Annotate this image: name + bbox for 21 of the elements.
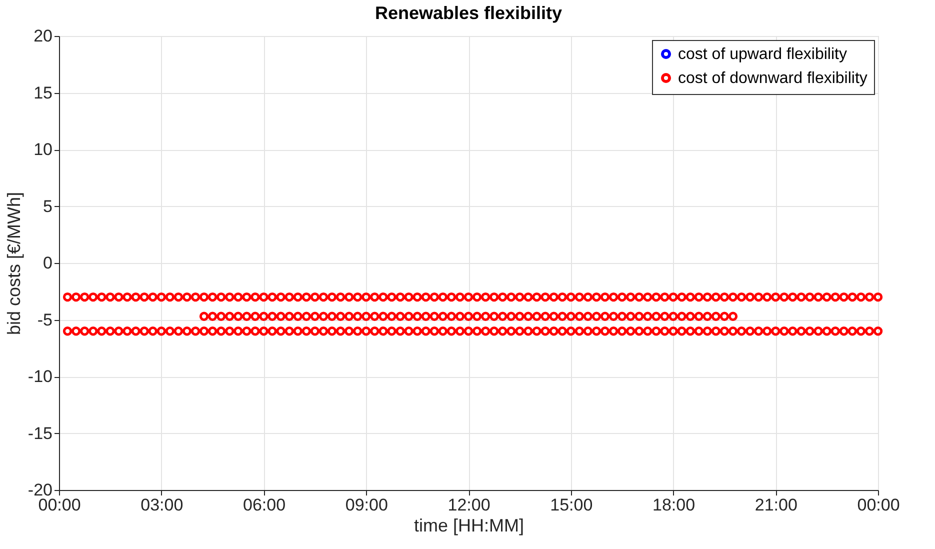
y-tick-label: 5 bbox=[43, 196, 52, 216]
x-tick-label: 06:00 bbox=[242, 496, 286, 514]
y-tick-label: 0 bbox=[43, 254, 52, 272]
y-tick-label: 15 bbox=[34, 83, 52, 102]
x-tick-label: 15:00 bbox=[550, 496, 593, 514]
y-tick-label: -10 bbox=[28, 367, 52, 386]
x-tick-label: 03:00 bbox=[140, 496, 184, 514]
y-tick-label: 20 bbox=[34, 26, 52, 46]
legend-label: cost of downward flexibility bbox=[678, 70, 868, 87]
chart-title: Renewables flexibility bbox=[374, 3, 562, 23]
x-tick-label: 12:00 bbox=[448, 496, 490, 514]
y-axis-title: bid costs [€/MWh] bbox=[4, 192, 24, 336]
legend-label: cost of upward flexibility bbox=[678, 46, 847, 63]
x-tick-label: 21:00 bbox=[754, 496, 798, 514]
x-tick-label: 18:00 bbox=[652, 496, 696, 514]
x-tick-label: 09:00 bbox=[345, 496, 388, 514]
x-axis-title: time [HH:MM] bbox=[414, 516, 524, 536]
x-tick-label: 00:00 bbox=[857, 496, 900, 514]
y-tick-label: -15 bbox=[28, 424, 52, 443]
y-tick-label: 10 bbox=[34, 140, 52, 159]
y-tick-label: -5 bbox=[37, 310, 52, 330]
